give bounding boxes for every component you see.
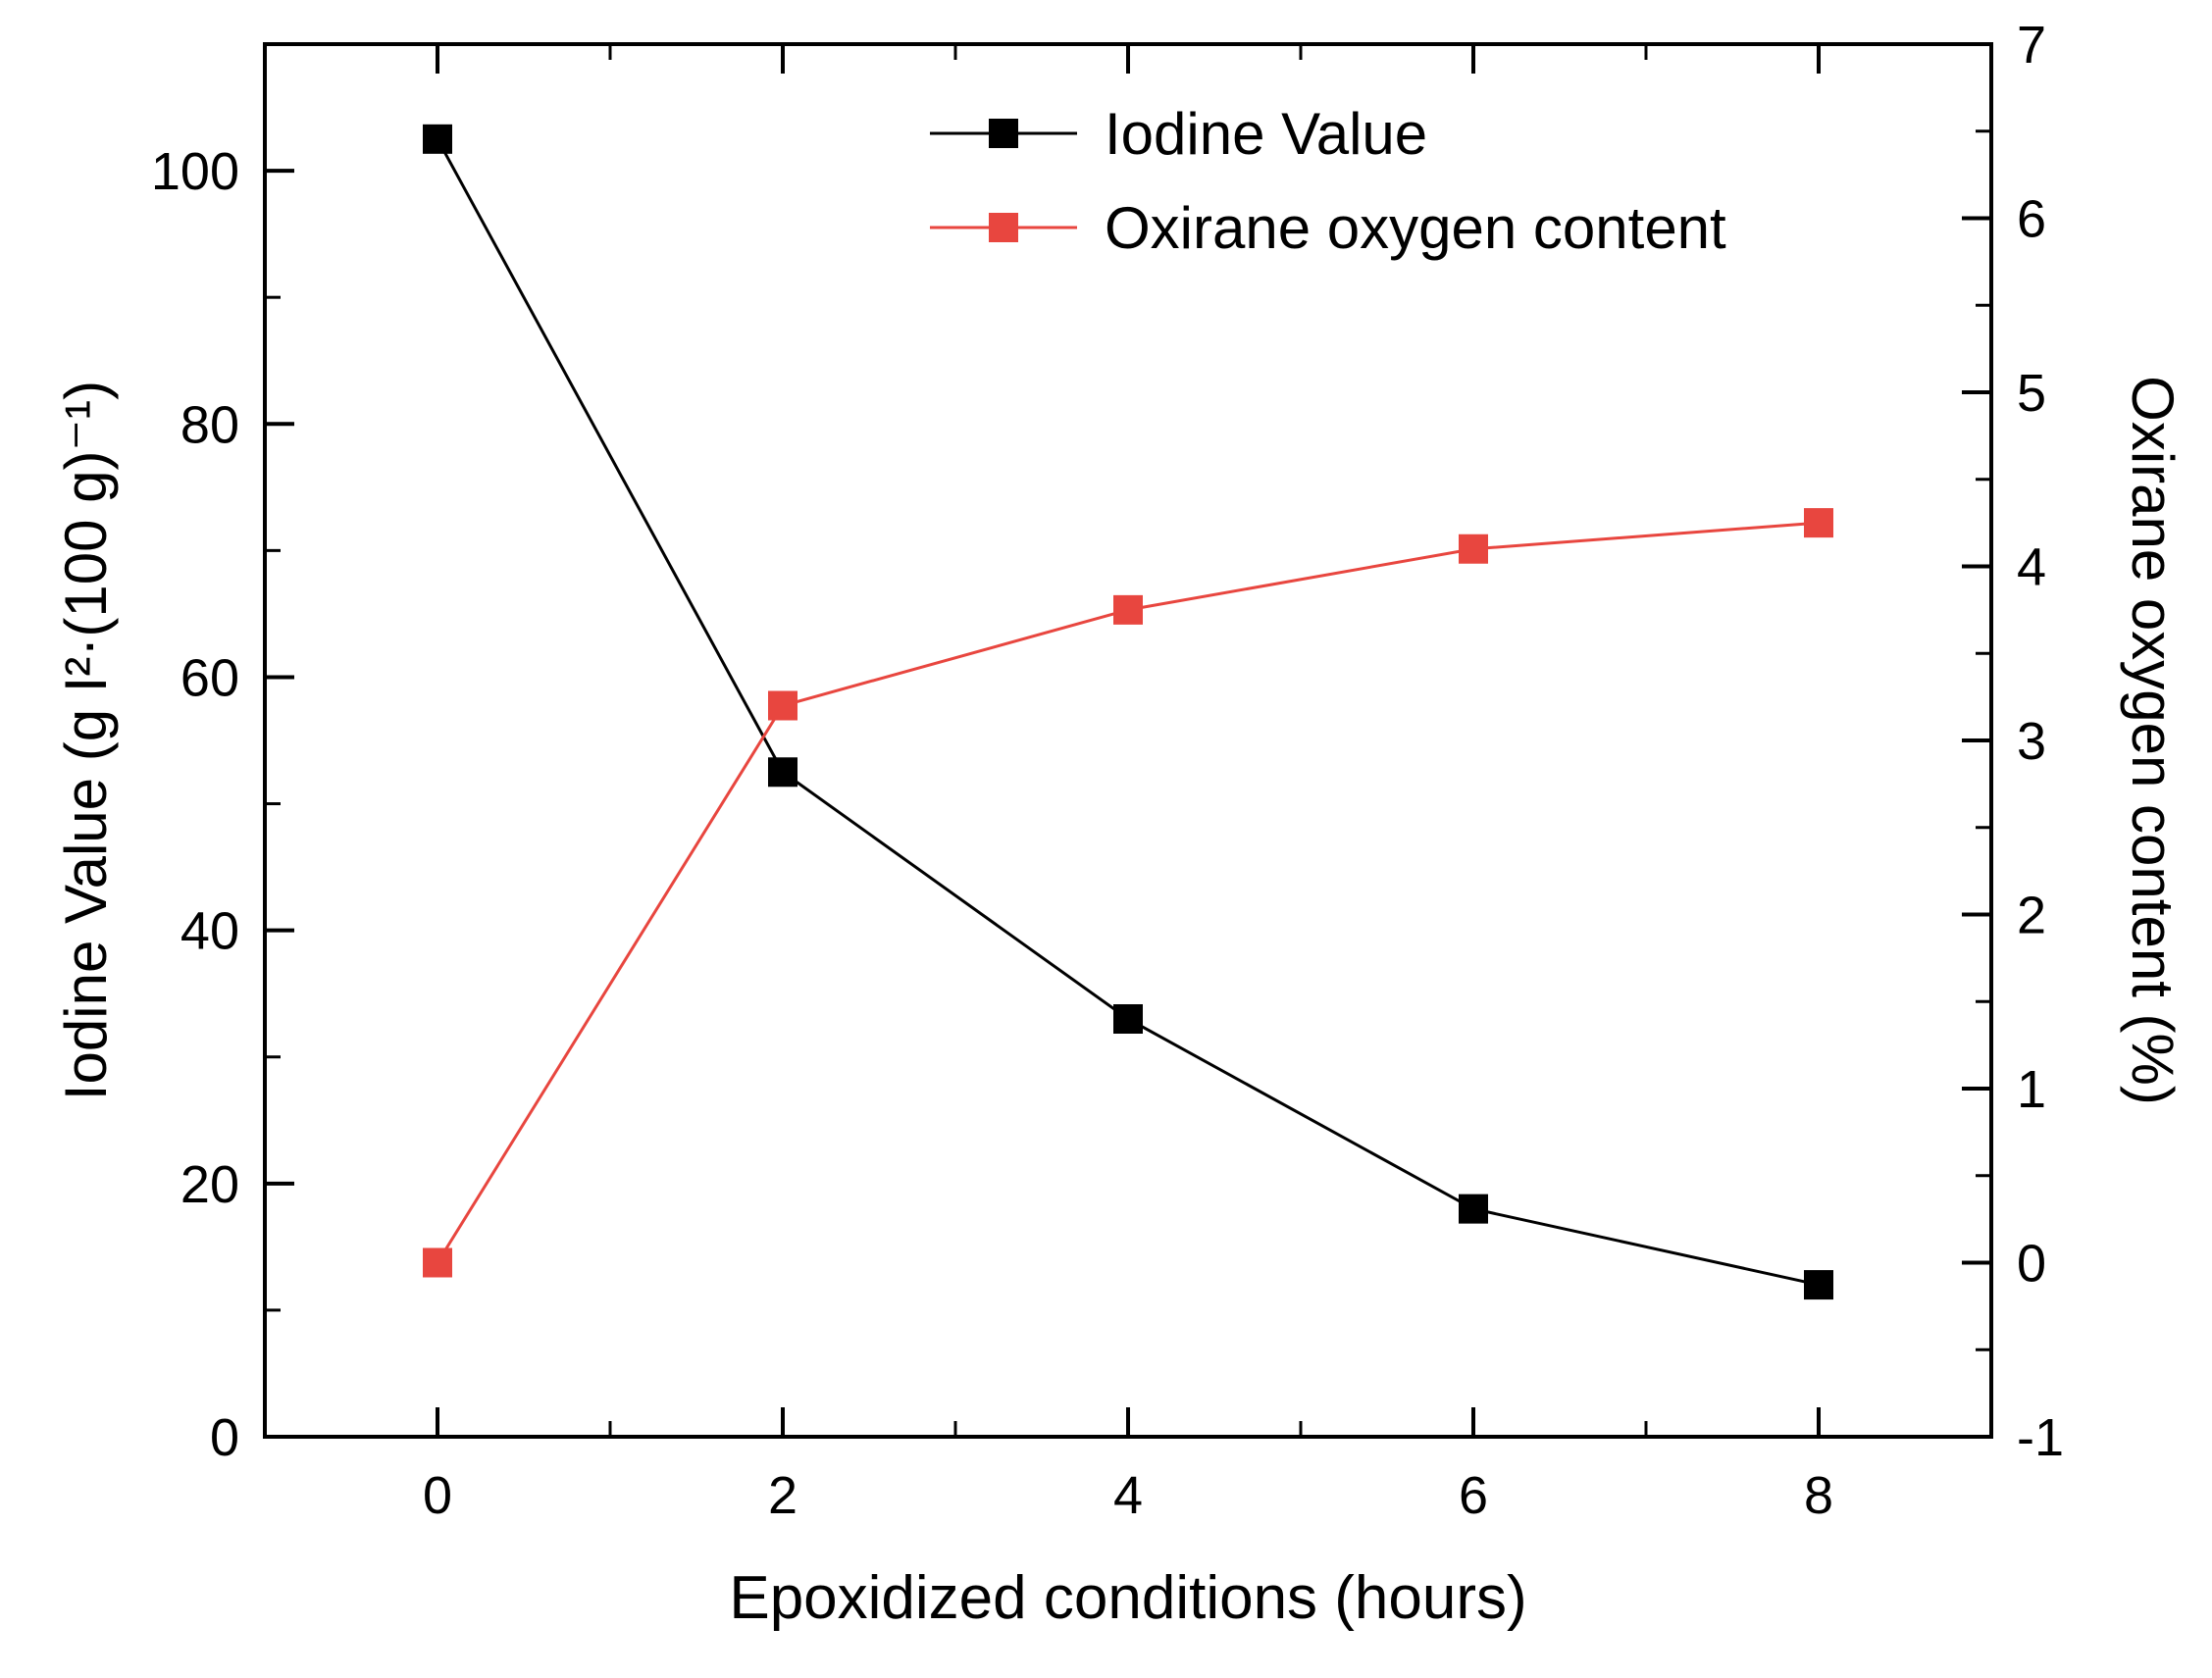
data-point-marker bbox=[1459, 1194, 1488, 1224]
legend-item-iodine-value: Iodine Value bbox=[930, 90, 1726, 177]
legend-swatch-iodine-value bbox=[930, 119, 1077, 148]
svg-text:2: 2 bbox=[2017, 887, 2046, 945]
data-point-marker bbox=[1113, 1004, 1143, 1034]
data-point-marker bbox=[1113, 594, 1143, 625]
svg-text:8: 8 bbox=[1804, 1466, 1833, 1525]
data-point-marker bbox=[1804, 508, 1833, 538]
legend-label-oxirane-oxygen-content: Oxirane oxygen content bbox=[1105, 194, 1726, 261]
svg-text:0: 0 bbox=[2017, 1235, 2046, 1294]
data-point-marker bbox=[423, 124, 452, 154]
svg-text:-1: -1 bbox=[2017, 1408, 2064, 1467]
data-point-marker bbox=[768, 690, 797, 721]
legend-swatch-oxirane-oxygen-content bbox=[930, 213, 1077, 242]
data-point-marker bbox=[1804, 1270, 1833, 1300]
data-point-marker bbox=[423, 1247, 452, 1278]
series-iodine-value bbox=[423, 124, 1833, 1300]
svg-text:7: 7 bbox=[2017, 16, 2046, 75]
svg-text:60: 60 bbox=[180, 648, 239, 707]
y-axis-right-title: Oxirane oxygen content (%) bbox=[2120, 376, 2186, 1105]
major-ticks bbox=[265, 42, 1991, 1439]
y-right-tick-labels: -1 0 1 2 3 4 5 6 7 bbox=[2017, 16, 2064, 1467]
series-oxirane-oxygen-content bbox=[423, 508, 1833, 1278]
y-axis-left-title: Iodine Value (g I²·(100 g)⁻¹) bbox=[53, 380, 119, 1101]
legend-marker bbox=[989, 119, 1018, 148]
legend: Iodine Value Oxirane oxygen content bbox=[930, 90, 1726, 271]
plot-frame bbox=[263, 42, 1993, 1439]
legend-marker bbox=[989, 213, 1018, 242]
data-point-marker bbox=[1459, 534, 1488, 564]
data-point-marker bbox=[768, 757, 797, 788]
legend-label-iodine-value: Iodine Value bbox=[1105, 100, 1428, 167]
y-left-tick-labels: 0 20 40 60 80 100 bbox=[151, 142, 239, 1467]
svg-text:1: 1 bbox=[2017, 1060, 2046, 1119]
svg-text:100: 100 bbox=[151, 142, 239, 201]
svg-text:5: 5 bbox=[2017, 364, 2046, 423]
x-tick-labels: 0 2 4 6 8 bbox=[423, 1466, 1833, 1525]
svg-text:80: 80 bbox=[180, 395, 239, 454]
minor-ticks bbox=[265, 44, 1991, 1437]
svg-text:4: 4 bbox=[2017, 538, 2046, 597]
svg-text:0: 0 bbox=[423, 1466, 452, 1525]
svg-text:2: 2 bbox=[768, 1466, 797, 1525]
x-axis-title: Epoxidized conditions (hours) bbox=[729, 1564, 1527, 1632]
svg-text:3: 3 bbox=[2017, 712, 2046, 771]
svg-text:4: 4 bbox=[1113, 1466, 1143, 1525]
legend-item-oxirane-oxygen-content: Oxirane oxygen content bbox=[930, 184, 1726, 271]
svg-text:6: 6 bbox=[1459, 1466, 1488, 1525]
svg-text:20: 20 bbox=[180, 1155, 239, 1214]
svg-text:0: 0 bbox=[210, 1408, 239, 1467]
svg-text:6: 6 bbox=[2017, 190, 2046, 249]
svg-text:40: 40 bbox=[180, 902, 239, 961]
